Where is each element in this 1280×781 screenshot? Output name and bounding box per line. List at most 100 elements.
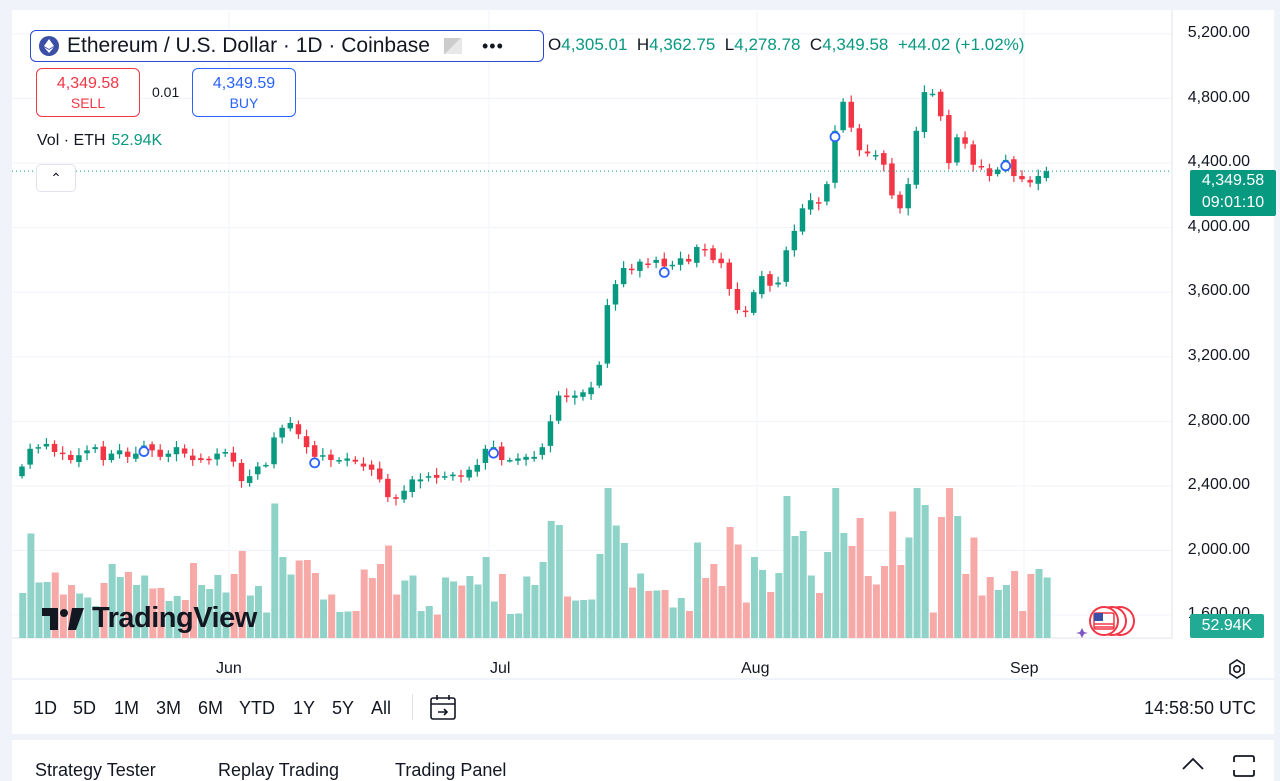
event-marker-icon[interactable] [138, 446, 150, 457]
volume-bar [360, 569, 368, 638]
candle-body [450, 474, 456, 477]
volume-bar [588, 599, 596, 638]
range-5y[interactable]: 5Y [332, 698, 355, 718]
volume-bar [450, 581, 458, 638]
go-to-date-icon[interactable] [428, 692, 458, 722]
range-6m[interactable]: 6M [198, 698, 224, 718]
volume-bar [563, 596, 571, 638]
range-1y[interactable]: 1Y [293, 698, 316, 718]
candle-body [791, 230, 798, 251]
candle-body [872, 155, 879, 157]
volume-bar [767, 592, 775, 638]
event-marker-icon[interactable] [658, 266, 670, 278]
tab-trading-panel[interactable]: Trading Panel [395, 760, 507, 780]
range-3m[interactable]: 3M [156, 698, 182, 718]
range-1d[interactable]: 1D [34, 698, 58, 718]
bottom-panel-tabs: Strategy Tester Replay Trading Trading P… [12, 740, 1274, 781]
chart-area[interactable]: Ethereum / U.S. Dollar · 1D · Coinbase •… [12, 10, 1276, 680]
candle-body [677, 258, 684, 265]
candle-body [255, 466, 261, 475]
volume-bar [116, 577, 124, 638]
candle-body [734, 288, 741, 310]
event-marker-icon[interactable] [488, 447, 499, 459]
last-price: 4,349.58 [1201, 172, 1265, 189]
sell-button[interactable]: 4,349.58 SELL [36, 68, 140, 117]
volume-bar [848, 546, 856, 638]
volume-bar [734, 544, 742, 638]
tab-strategy-tester[interactable]: Strategy Tester [35, 760, 156, 780]
event-marker-icon[interactable] [1000, 160, 1012, 172]
volume-bar [303, 560, 311, 638]
volume-bar [970, 537, 978, 638]
volume-bar [474, 584, 482, 638]
candle-body [222, 451, 228, 454]
candle-body [482, 448, 489, 463]
collapse-legend-button[interactable]: ⌃ [37, 165, 75, 191]
event-marker-icon[interactable] [309, 457, 321, 469]
volume-bar [498, 574, 506, 638]
volume-legend[interactable]: Vol · ETH 52.94K [37, 132, 162, 150]
candle-body [824, 184, 830, 202]
range-toolbar: 1D 5D 1M 3M 6M YTD 1Y 5Y All 14:58:50 UT… [12, 680, 1274, 734]
range-ytd[interactable]: YTD [239, 698, 275, 718]
candle-body [913, 130, 920, 185]
candle-body [43, 443, 50, 447]
candle-body [994, 169, 1001, 175]
tab-replay-trading[interactable]: Replay Trading [218, 760, 340, 780]
candle-body [718, 258, 724, 264]
volume-bar [255, 586, 263, 638]
volume-bar [336, 612, 344, 638]
candle-body [344, 458, 350, 461]
candle-body [1011, 159, 1017, 177]
candle-body [246, 476, 253, 483]
range-1m[interactable]: 1M [114, 698, 140, 718]
range-5d[interactable]: 5D [73, 698, 97, 718]
candle-body [295, 424, 302, 435]
candle-body [775, 282, 781, 285]
volume-bar [1019, 611, 1027, 638]
candle-body [1043, 171, 1050, 178]
volume-bar [832, 488, 840, 638]
candlestick-chart[interactable] [12, 10, 1274, 678]
low-value: 4,278.78 [734, 35, 801, 54]
candle-body [685, 258, 692, 262]
volume-bar [669, 607, 677, 638]
volume-bar [750, 557, 758, 638]
volume-bar [157, 588, 165, 638]
candle-body [694, 247, 700, 263]
price-axis-label: 3,200.00 [1187, 347, 1250, 364]
candle-body [385, 478, 391, 498]
symbol-header[interactable]: Ethereum / U.S. Dollar · 1D · Coinbase •… [30, 30, 544, 62]
candle-body [173, 447, 180, 455]
candle-body [433, 474, 440, 478]
candle-body [929, 93, 936, 96]
open-value: 4,305.01 [561, 35, 628, 54]
maximize-panel-icon[interactable] [1230, 752, 1258, 780]
candle-body [580, 392, 586, 397]
volume-bar [19, 593, 27, 638]
volume-bar [181, 600, 189, 638]
open-key: O [548, 35, 562, 54]
volume-bar [872, 584, 880, 638]
volume-bar [523, 576, 531, 638]
range-all[interactable]: All [371, 698, 392, 718]
events-flags-icon[interactable] [1070, 604, 1150, 638]
volume-bar [531, 585, 539, 638]
chevron-up-icon[interactable] [1180, 754, 1206, 774]
candle-body [937, 91, 944, 117]
volume-bar [881, 566, 889, 638]
change-value: +44.02 (+1.02%) [897, 35, 1025, 54]
volume-bar [978, 595, 986, 638]
symbol-title[interactable]: Ethereum / U.S. Dollar · 1D · Coinbase [67, 34, 430, 57]
candle-body [238, 462, 245, 482]
candle-body [629, 268, 635, 271]
more-options-icon[interactable]: ••• [481, 35, 504, 56]
volume-bar [368, 578, 376, 638]
buy-button[interactable]: 4,349.59 BUY [192, 68, 296, 117]
candle-body [507, 460, 513, 462]
volume-bar [856, 518, 864, 638]
clock[interactable]: 14:58:50 UTC [1143, 698, 1256, 718]
candle-body [425, 476, 432, 478]
chart-settings-icon[interactable] [1226, 658, 1248, 680]
event-marker-icon[interactable] [829, 131, 841, 143]
